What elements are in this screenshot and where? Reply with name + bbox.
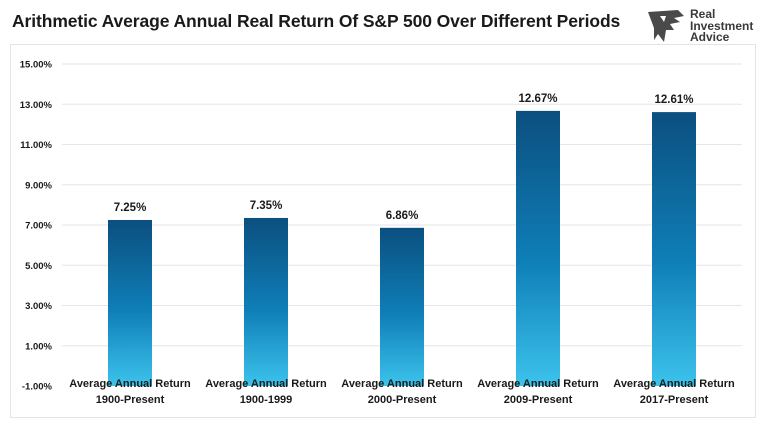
- x-tick-label: Average Annual Return: [69, 378, 191, 390]
- y-tick-label: 1.00%: [25, 341, 52, 352]
- x-tick-label: Average Annual Return: [341, 378, 463, 390]
- logo-line-3: Advice: [690, 30, 730, 44]
- x-axis: Average Annual Return 1900-Present Average…: [69, 378, 735, 406]
- gridlines: [62, 63, 742, 347]
- y-axis: 15.00% 13.00% 11.00% 9.00% 7.00% 5.00% 3.00% 1.…: [20, 60, 53, 393]
- bars: [108, 110, 696, 387]
- bar: [244, 217, 288, 386]
- data-label: 12.61%: [654, 94, 693, 106]
- bar: [108, 219, 152, 386]
- y-tick-label: 7.00%: [25, 221, 52, 232]
- y-tick-label: 11.00%: [20, 140, 52, 151]
- x-tick-label: Average Annual Return: [477, 378, 599, 390]
- x-tick-label: 1900-1999: [240, 394, 293, 406]
- x-tick-label: 2009-Present: [504, 394, 573, 406]
- x-tick-label: 1900-Present: [96, 394, 165, 406]
- brand-logo: Real Investment Advice: [644, 6, 762, 50]
- logo-line-1: Real: [690, 7, 716, 21]
- x-tick-label: 2000-Present: [368, 394, 437, 406]
- x-tick-label: Average Annual Return: [205, 378, 327, 390]
- y-tick-label: 13.00%: [20, 100, 53, 111]
- data-label: 7.25%: [114, 202, 147, 214]
- bar: [652, 112, 696, 386]
- eagle-icon: [648, 10, 684, 42]
- y-tick-label: 5.00%: [25, 261, 52, 272]
- data-labels: 7.25% 7.35% 6.86% 12.67% 12.61%: [114, 93, 694, 222]
- logo-line-2: Investment: [690, 18, 754, 33]
- y-tick-label: 9.00%: [25, 180, 52, 191]
- x-tick-label: 2017-Present: [640, 394, 709, 406]
- data-label: 12.67%: [518, 93, 557, 105]
- bar: [516, 110, 560, 387]
- y-tick-label: 15.00%: [20, 60, 53, 71]
- x-tick-label: Average Annual Return: [613, 378, 735, 390]
- chart-title: Arithmetic Average Annual Real Return Of…: [12, 11, 621, 31]
- data-label: 6.86%: [386, 210, 419, 222]
- y-tick-label: 3.00%: [25, 301, 52, 312]
- bar: [380, 227, 424, 386]
- data-label: 7.35%: [250, 200, 283, 212]
- logo-wordmark: Real Investment Advice: [690, 7, 754, 44]
- y-tick-label: -1.00%: [22, 382, 53, 393]
